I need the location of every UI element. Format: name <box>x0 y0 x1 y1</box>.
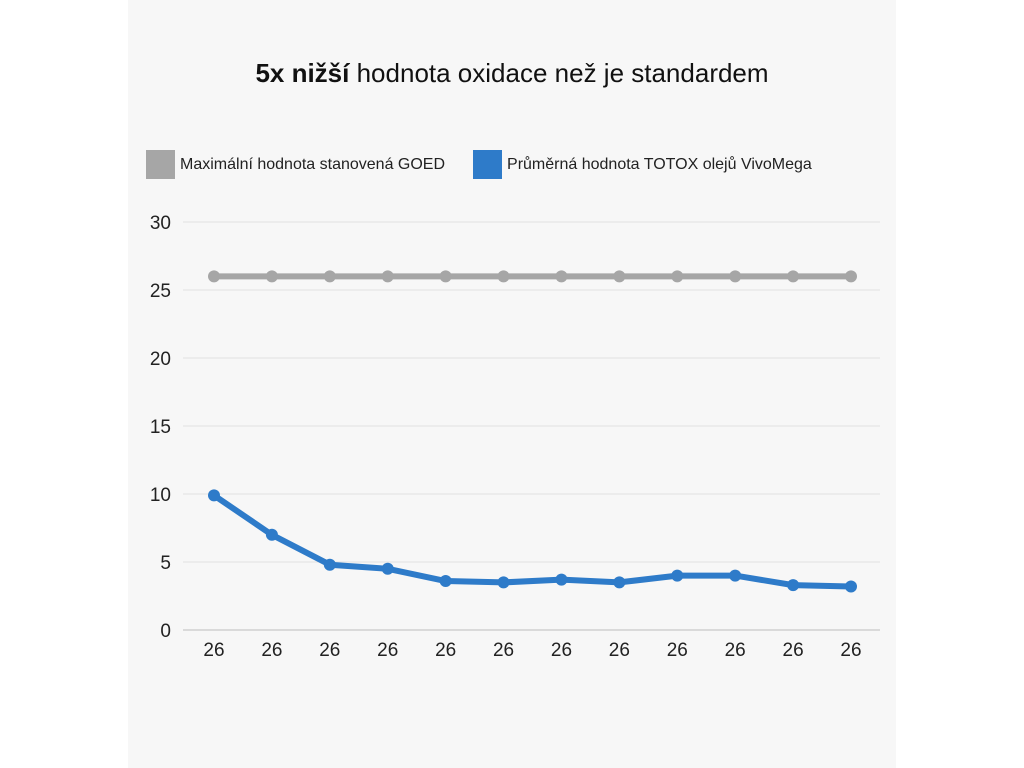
data-point-s2 <box>787 579 800 592</box>
chart-card: 5x nižší hodnota oxidace než je standard… <box>128 0 896 768</box>
data-point-s1 <box>265 270 278 283</box>
data-point-s2 <box>265 528 278 541</box>
legend-label-vivomega: Průměrná hodnota TOTOX olejů VivoMega <box>507 155 812 173</box>
x-tick-label: 26 <box>667 640 688 661</box>
data-point-s2 <box>381 562 394 575</box>
x-tick-label: 26 <box>551 640 572 661</box>
x-axis-ticks: 26 26 26 26 26 26 26 26 26 26 26 26 <box>203 640 861 661</box>
series-line-2 <box>211 492 854 590</box>
series-points <box>208 270 857 593</box>
y-tick-label: 25 <box>150 281 171 302</box>
data-point-s1 <box>208 270 220 283</box>
data-point-s1 <box>497 270 510 283</box>
data-point-s2 <box>208 489 220 502</box>
legend-swatch-vivomega <box>473 150 503 179</box>
y-tick-label: 15 <box>150 417 171 438</box>
y-axis-ticks: 0 5 10 15 20 25 30 <box>150 213 171 642</box>
data-point-s2 <box>323 558 336 571</box>
x-tick-label: 26 <box>261 640 282 661</box>
line-chart: 0 5 10 15 20 25 30 26 26 26 26 26 26 26 26 26 26 26 26 <box>150 213 880 661</box>
data-point-s1 <box>845 270 857 283</box>
data-point-s2 <box>613 576 626 589</box>
data-point-s1 <box>787 270 800 283</box>
x-tick-label: 26 <box>609 640 630 661</box>
x-tick-label: 26 <box>319 640 340 661</box>
data-point-s1 <box>439 270 452 283</box>
data-point-s2 <box>439 575 452 588</box>
data-point-s2 <box>497 576 510 589</box>
x-tick-label: 26 <box>493 640 514 661</box>
data-point-s2 <box>729 569 742 582</box>
legend-item-vivomega[interactable]: Průměrná hodnota TOTOX olejů VivoMega <box>473 150 812 179</box>
y-tick-label: 10 <box>150 485 171 506</box>
data-point-s2 <box>555 573 568 586</box>
x-tick-label: 26 <box>377 640 398 661</box>
x-tick-label: 26 <box>783 640 804 661</box>
chart-title: 5x nižší hodnota oxidace než je standard… <box>128 58 896 89</box>
grid-lines <box>183 221 880 631</box>
data-point-s1 <box>555 270 568 283</box>
legend-item-goed[interactable]: Maximální hodnota stanovená GOED <box>146 150 445 179</box>
chart-title-rest: hodnota oxidace než je standardem <box>349 58 769 88</box>
data-point-s1 <box>323 270 336 283</box>
y-tick-label: 30 <box>150 213 171 234</box>
series-lines <box>211 273 854 590</box>
x-tick-label: 26 <box>840 640 861 661</box>
data-point-s1 <box>381 270 394 283</box>
data-point-s2 <box>671 569 684 582</box>
data-point-s2 <box>845 580 857 593</box>
data-point-s1 <box>729 270 742 283</box>
legend-swatch-goed <box>146 150 175 179</box>
x-tick-label: 26 <box>725 640 746 661</box>
y-tick-label: 0 <box>160 621 171 642</box>
data-point-s1 <box>613 270 626 283</box>
legend: Maximální hodnota stanovená GOED Průměrn… <box>146 150 812 179</box>
y-tick-label: 5 <box>160 553 171 574</box>
data-point-s1 <box>671 270 684 283</box>
x-tick-label: 26 <box>203 640 224 661</box>
x-tick-label: 26 <box>435 640 456 661</box>
chart-title-bold: 5x nižší <box>255 58 350 88</box>
legend-label-goed: Maximální hodnota stanovená GOED <box>180 155 446 173</box>
y-tick-label: 20 <box>150 349 171 370</box>
